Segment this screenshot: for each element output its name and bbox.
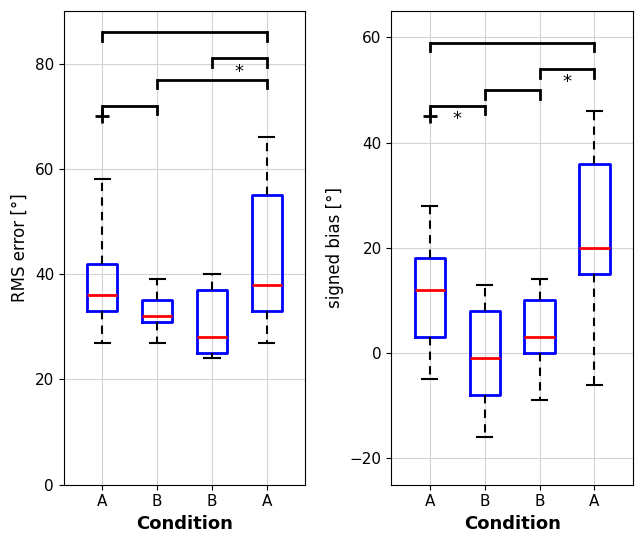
- Y-axis label: signed bias [°]: signed bias [°]: [326, 187, 344, 308]
- Text: *: *: [562, 73, 571, 91]
- X-axis label: Condition: Condition: [136, 515, 233, 533]
- X-axis label: Condition: Condition: [464, 515, 560, 533]
- Text: *: *: [235, 63, 244, 81]
- Y-axis label: RMS error [°]: RMS error [°]: [11, 194, 29, 302]
- Text: *: *: [453, 110, 462, 128]
